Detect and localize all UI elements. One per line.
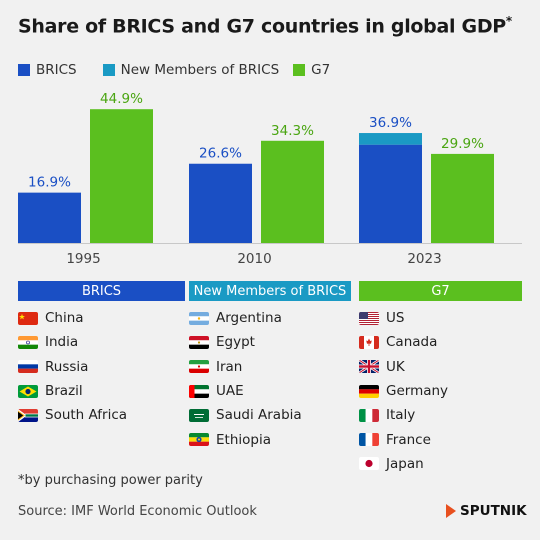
flag-et-icon xyxy=(189,433,209,447)
data-label-brics-1995: 16.9% xyxy=(28,175,71,191)
category-label-1995: 1995 xyxy=(66,251,100,267)
country-row-ae: UAE xyxy=(189,379,302,403)
country-row-sa: Saudi Arabia xyxy=(189,403,302,427)
flag-ru-icon xyxy=(18,360,38,374)
country-row-cn: China xyxy=(18,306,127,330)
country-name: France xyxy=(386,431,431,448)
bar-brics-2023 xyxy=(359,144,422,243)
flag-za-icon xyxy=(18,408,38,422)
flag-sa-icon xyxy=(189,408,209,422)
flag-eg-icon xyxy=(189,335,209,349)
country-name: Brazil xyxy=(45,383,83,400)
country-name: Ethiopia xyxy=(216,431,271,448)
flag-us-icon xyxy=(359,311,379,325)
brand-logo: SPUTNIK xyxy=(446,503,527,519)
data-label-brics-2010: 26.6% xyxy=(199,146,242,162)
source-note: Source: IMF World Economic Outlook xyxy=(18,504,257,519)
flag-in-icon xyxy=(18,335,38,349)
bar-chart: 16.9% 44.9% 1995 26.6% 34.3% 2010 36.9% 29.9% 20… xyxy=(18,91,522,267)
country-row-in: India xyxy=(18,330,127,354)
country-name: Egypt xyxy=(216,334,255,351)
flag-ar-icon xyxy=(189,311,209,325)
group-header-brics: BRICS xyxy=(18,281,185,301)
title-footnote-mark: * xyxy=(505,14,512,28)
country-name: Canada xyxy=(386,334,438,351)
legend-item-new-members: New Members of BRICS xyxy=(102,62,280,78)
legend-item-g7: G7 xyxy=(293,62,330,78)
bar-g7-2010 xyxy=(261,140,324,243)
legend-swatch-g7 xyxy=(293,64,306,76)
country-name: Saudi Arabia xyxy=(216,407,302,424)
country-row-ir: Iran xyxy=(189,355,302,379)
country-row-it: Italy xyxy=(359,403,448,427)
flag-ca-icon xyxy=(359,335,379,349)
country-row-uk: UK xyxy=(359,355,448,379)
country-list-brics: China India Russia Brazil South Africa xyxy=(18,306,127,427)
country-row-ar: Argentina xyxy=(189,306,302,330)
group-header-new-members: New Members of BRICS xyxy=(189,281,351,301)
data-label-brics-2023: 36.9% xyxy=(369,115,412,131)
group-header-brics-label: BRICS xyxy=(81,283,122,299)
country-row-br: Brazil xyxy=(18,379,127,403)
chart-title: Share of BRICS and G7 countries in globa… xyxy=(18,14,512,37)
bar-brics-1995 xyxy=(18,192,81,243)
data-label-g7-2023: 29.9% xyxy=(441,136,484,152)
country-name: Iran xyxy=(216,358,243,375)
title-text: Share of BRICS and G7 countries in globa… xyxy=(18,15,506,38)
country-row-fr: France xyxy=(359,427,448,451)
bar-new-members-2023 xyxy=(359,133,422,145)
category-label-2010: 2010 xyxy=(237,251,271,267)
country-row-jp: Japan xyxy=(359,452,448,476)
flag-br-icon xyxy=(18,384,38,398)
brand-arrow-icon xyxy=(446,504,456,518)
country-row-et: Ethiopia xyxy=(189,427,302,451)
country-row-ca: Canada xyxy=(359,330,448,354)
flag-ae-icon xyxy=(189,384,209,398)
country-row-us: US xyxy=(359,306,448,330)
country-name: Japan xyxy=(386,455,424,472)
group-header-g7: G7 xyxy=(359,281,522,301)
country-name: Argentina xyxy=(216,310,282,327)
flag-cn-icon xyxy=(18,311,38,325)
legend-label-g7: G7 xyxy=(311,62,331,78)
bar-g7-1995 xyxy=(90,109,153,243)
country-name: UAE xyxy=(216,383,244,400)
category-label-2023: 2023 xyxy=(407,251,441,267)
country-name: South Africa xyxy=(45,407,128,424)
group-header-g7-label: G7 xyxy=(431,283,450,299)
brand-name: SPUTNIK xyxy=(460,503,527,519)
country-name: Germany xyxy=(386,383,449,400)
country-name: Italy xyxy=(386,407,416,424)
legend-item-brics: BRICS xyxy=(18,62,77,78)
country-name: Russia xyxy=(45,358,89,375)
legend-label-brics: BRICS xyxy=(36,62,77,78)
country-row-de: Germany xyxy=(359,379,448,403)
flag-it-icon xyxy=(359,408,379,422)
chart-legend: BRICS New Members of BRICS G7 xyxy=(18,62,344,78)
legend-swatch-brics xyxy=(18,64,30,76)
legend-label-new-members: New Members of BRICS xyxy=(120,62,280,78)
country-name: China xyxy=(45,310,84,327)
country-row-eg: Egypt xyxy=(189,330,302,354)
flag-uk-icon xyxy=(359,360,379,374)
country-name: US xyxy=(386,310,405,327)
bar-g7-2023 xyxy=(431,153,494,243)
country-name: India xyxy=(45,334,79,351)
bar-brics-2010 xyxy=(189,163,252,243)
country-name: UK xyxy=(386,358,405,375)
flag-de-icon xyxy=(359,384,379,398)
country-list-new-members: Argentina Egypt Iran UAE Saudi Arabia Ethiopi… xyxy=(189,306,302,452)
data-label-g7-1995: 44.9% xyxy=(100,91,143,107)
group-header-new-members-label: New Members of BRICS xyxy=(193,283,347,299)
country-row-za: South Africa xyxy=(18,403,127,427)
country-list-g7: US Canada UK Germany Italy France Japan xyxy=(359,306,448,476)
flag-jp-icon xyxy=(359,457,379,471)
country-row-ru: Russia xyxy=(18,355,127,379)
flag-fr-icon xyxy=(359,433,379,447)
flag-ir-icon xyxy=(189,360,209,374)
footnote: *by purchasing power parity xyxy=(18,473,203,488)
legend-swatch-new-members xyxy=(102,64,115,76)
data-label-g7-2010: 34.3% xyxy=(271,123,314,139)
